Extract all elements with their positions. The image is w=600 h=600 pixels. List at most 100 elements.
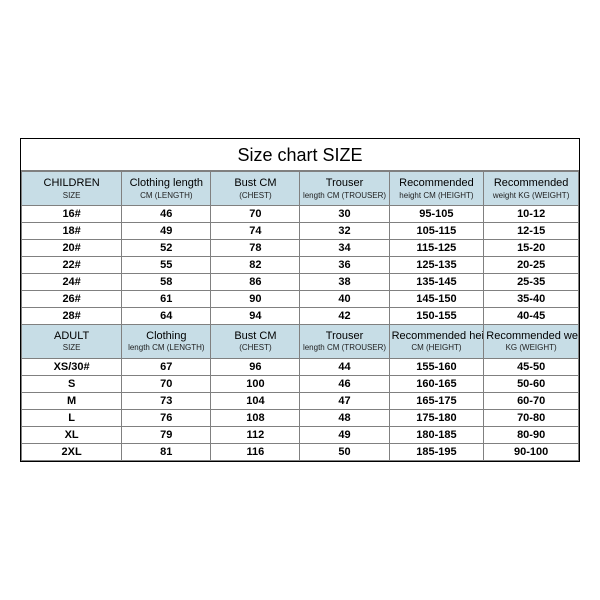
table-cell: 32 (300, 223, 389, 240)
table-cell: 20# (22, 240, 122, 257)
table-cell: 115-125 (389, 240, 484, 257)
table-cell: 61 (122, 291, 211, 308)
table-cell: 10-12 (484, 206, 579, 223)
table-cell: 38 (300, 274, 389, 291)
column-header: Bust CM(CHEST) (211, 325, 300, 359)
table-cell: 52 (122, 240, 211, 257)
table-cell: 44 (300, 358, 389, 375)
header-main: Clothing (124, 329, 208, 343)
table-cell: 58 (122, 274, 211, 291)
table-cell: 25-35 (484, 274, 579, 291)
table-cell: 20-25 (484, 257, 579, 274)
header-main: Recommended weight (486, 329, 576, 343)
table-cell: 50 (300, 443, 389, 460)
table-row: 2XL8111650185-19590-100 (22, 443, 579, 460)
table-row: M7310447165-17560-70 (22, 392, 579, 409)
table-cell: 105-115 (389, 223, 484, 240)
header-sub: length CM (TROUSER) (302, 191, 386, 201)
table-cell: S (22, 375, 122, 392)
table-cell: 49 (122, 223, 211, 240)
table-cell: 26# (22, 291, 122, 308)
table-cell: 50-60 (484, 375, 579, 392)
table-cell: 175-180 (389, 409, 484, 426)
size-table: CHILDRENSIZEClothing lengthCM (LENGTH)Bu… (21, 171, 579, 460)
adult-header-row: ADULTSIZEClothinglength CM (LENGTH)Bust … (22, 325, 579, 359)
table-cell: 108 (211, 409, 300, 426)
table-cell: 104 (211, 392, 300, 409)
header-sub: CM (HEIGHT) (392, 343, 482, 353)
table-row: 28#649442150-15540-45 (22, 308, 579, 325)
chart-title: Size chart SIZE (21, 139, 579, 171)
table-cell: 86 (211, 274, 300, 291)
header-sub: SIZE (24, 191, 119, 201)
table-cell: 47 (300, 392, 389, 409)
table-row: 26#619040145-15035-40 (22, 291, 579, 308)
header-main: Bust CM (213, 329, 297, 343)
table-cell: 64 (122, 308, 211, 325)
column-header: Recommended weightKG (WEIGHT) (484, 325, 579, 359)
size-chart-frame: Size chart SIZE CHILDRENSIZEClothing len… (20, 138, 580, 461)
table-cell: XL (22, 426, 122, 443)
table-cell: 48 (300, 409, 389, 426)
table-cell: 112 (211, 426, 300, 443)
header-main: CHILDREN (24, 176, 119, 190)
table-cell: L (22, 409, 122, 426)
table-cell: 155-160 (389, 358, 484, 375)
table-cell: 116 (211, 443, 300, 460)
column-header: ADULTSIZE (22, 325, 122, 359)
column-header: Recommendedweight KG (WEIGHT) (484, 172, 579, 206)
table-cell: 70-80 (484, 409, 579, 426)
table-cell: 160-165 (389, 375, 484, 392)
table-cell: 2XL (22, 443, 122, 460)
table-cell: XS/30# (22, 358, 122, 375)
table-cell: 78 (211, 240, 300, 257)
table-row: 22#558236125-13520-25 (22, 257, 579, 274)
table-cell: 94 (211, 308, 300, 325)
table-cell: 30 (300, 206, 389, 223)
column-header: Trouserlength CM (TROUSER) (300, 325, 389, 359)
table-row: XS/30#679644155-16045-50 (22, 358, 579, 375)
header-main: Clothing length (124, 176, 208, 190)
table-cell: 46 (122, 206, 211, 223)
header-sub: weight KG (WEIGHT) (486, 191, 576, 201)
table-cell: 55 (122, 257, 211, 274)
table-cell: 150-155 (389, 308, 484, 325)
header-sub: KG (WEIGHT) (486, 343, 576, 353)
column-header: Trouserlength CM (TROUSER) (300, 172, 389, 206)
header-sub: CM (LENGTH) (124, 191, 208, 201)
column-header: Clothinglength CM (LENGTH) (122, 325, 211, 359)
header-sub: length CM (LENGTH) (124, 343, 208, 353)
column-header: Recommended heightCM (HEIGHT) (389, 325, 484, 359)
column-header: Recommendedheight CM (HEIGHT) (389, 172, 484, 206)
table-cell: 76 (122, 409, 211, 426)
table-row: 16#46703095-10510-12 (22, 206, 579, 223)
table-cell: 70 (211, 206, 300, 223)
table-cell: 40-45 (484, 308, 579, 325)
table-cell: 49 (300, 426, 389, 443)
table-cell: 67 (122, 358, 211, 375)
table-cell: 35-40 (484, 291, 579, 308)
table-cell: 70 (122, 375, 211, 392)
column-header: CHILDRENSIZE (22, 172, 122, 206)
column-header: Clothing lengthCM (LENGTH) (122, 172, 211, 206)
header-main: ADULT (24, 329, 119, 343)
table-cell: 74 (211, 223, 300, 240)
table-cell: 73 (122, 392, 211, 409)
table-cell: 96 (211, 358, 300, 375)
children-header-row: CHILDRENSIZEClothing lengthCM (LENGTH)Bu… (22, 172, 579, 206)
table-cell: 125-135 (389, 257, 484, 274)
table-cell: 34 (300, 240, 389, 257)
table-cell: 90 (211, 291, 300, 308)
table-cell: 145-150 (389, 291, 484, 308)
table-row: S7010046160-16550-60 (22, 375, 579, 392)
header-sub: length CM (TROUSER) (302, 343, 386, 353)
table-row: 20#527834115-12515-20 (22, 240, 579, 257)
table-cell: 60-70 (484, 392, 579, 409)
table-cell: 180-185 (389, 426, 484, 443)
header-sub: (CHEST) (213, 343, 297, 353)
header-sub: (CHEST) (213, 191, 297, 201)
table-cell: 42 (300, 308, 389, 325)
table-body: CHILDRENSIZEClothing lengthCM (LENGTH)Bu… (22, 172, 579, 460)
table-cell: 16# (22, 206, 122, 223)
table-cell: 185-195 (389, 443, 484, 460)
